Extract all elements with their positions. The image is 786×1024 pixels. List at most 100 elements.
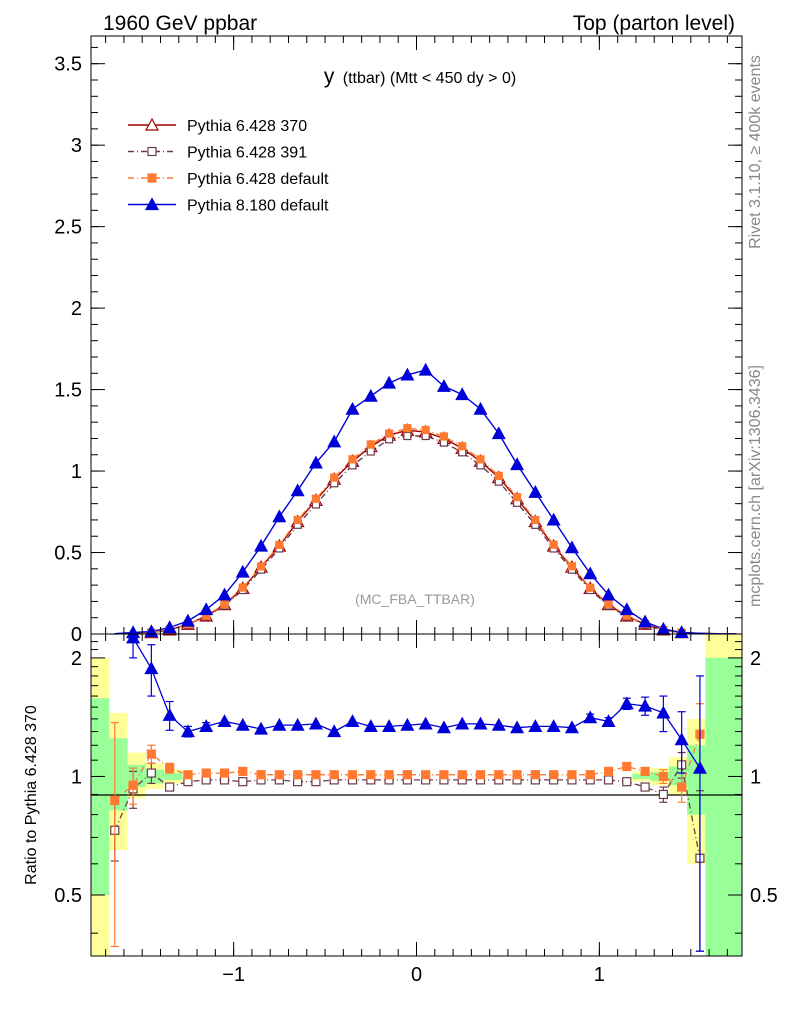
- ratio-2-point: [418, 716, 433, 730]
- plot-title-rest: (ttbar) (Mtt < 450 dy > 0): [343, 70, 516, 87]
- legend-marker-0: [144, 117, 160, 131]
- ratio-1-point: [274, 770, 284, 780]
- main-y-tick-label: 1.5: [54, 380, 82, 402]
- ratio-line-1: [114, 733, 701, 801]
- ratio-1-point: [512, 770, 522, 780]
- series-3-point: [546, 512, 561, 526]
- plot-watermark: (MC_FBA_TTBAR): [355, 591, 475, 607]
- series-3-point: [400, 367, 415, 381]
- legend-marker-1: [147, 146, 157, 157]
- legend-label-3: Pythia 8.180 default: [187, 198, 329, 215]
- series-3-point: [583, 566, 598, 580]
- ratio-1-point: [293, 770, 303, 780]
- ratio-2-point: [656, 705, 671, 719]
- ratio-1-point: [219, 768, 230, 778]
- ratio-0-point: [603, 775, 614, 785]
- plot-title: y (ttbar) (Mtt < 450 dy > 0): [324, 65, 516, 88]
- ratio-series: [110, 634, 707, 952]
- ratio-2-point: [272, 717, 287, 731]
- series-2-point: [586, 583, 595, 592]
- ratio-1-point: [640, 766, 650, 776]
- ratio-1-point: [439, 770, 449, 780]
- ratio-1-point: [128, 780, 138, 790]
- legend-label-2: Pythia 6.428 default: [187, 171, 329, 188]
- ratio-2-point: [327, 724, 342, 738]
- ratio-line-0: [114, 763, 701, 859]
- ratio-1-point: [585, 770, 595, 780]
- legend-label-0: Pythia 6.428 370: [187, 118, 307, 135]
- ratio-0-point: [238, 777, 248, 787]
- series-2-point: [384, 429, 394, 438]
- main-y-tick-label: 2.5: [54, 217, 82, 239]
- series-3-point: [455, 387, 470, 401]
- ratio-1-point: [677, 782, 687, 792]
- series-3-point: [619, 602, 634, 616]
- ratio-band-green: [705, 657, 742, 956]
- ratio-x-tick-label: 0: [411, 964, 422, 986]
- series-3-point: [199, 602, 214, 616]
- ratio-2-point: [199, 719, 214, 732]
- series-2-point: [567, 562, 577, 571]
- ratio-1-point: [530, 770, 540, 780]
- series-2-point: [604, 599, 613, 608]
- ratio-1-point: [603, 766, 614, 776]
- series-3-point: [473, 401, 488, 415]
- mcplots-credit-label: mcplots.cern.ch [arXiv:1306.3436]: [747, 365, 764, 607]
- main-y-tick-label: 3.5: [54, 54, 82, 76]
- ratio-1-point: [384, 770, 394, 780]
- series-3-point: [235, 564, 250, 578]
- ratio-series-clipped: [110, 634, 707, 952]
- ratio-2-point: [491, 717, 506, 731]
- legend-label-1: Pythia 6.428 391: [187, 145, 307, 162]
- ratio-1-point: [183, 770, 193, 780]
- ratio-0-point: [640, 782, 650, 792]
- ratio-1-point: [549, 770, 559, 780]
- main-axes: 0.5 1 1.5 2 2.5 3 3.5 0: [54, 36, 742, 646]
- ratio-2-point: [345, 714, 360, 727]
- ratio-0-point: [165, 782, 175, 792]
- ratio-y-tick-label-right: 2: [750, 648, 761, 670]
- ratio-2-point: [162, 708, 177, 721]
- main-y-tick-label: 3: [71, 135, 82, 157]
- ratio-2-point: [601, 714, 616, 727]
- main-y-tick-label: 2: [71, 298, 82, 320]
- series-3-point: [436, 379, 451, 392]
- ratio-y-tick-label-right: 1: [750, 766, 761, 788]
- ratio-0-point: [622, 777, 632, 787]
- ratio-y-tick-label: 1: [71, 766, 82, 788]
- ratio-1-point: [311, 770, 321, 780]
- ratio-2-point: [144, 661, 159, 675]
- ratio-2-point: [400, 717, 415, 731]
- series-3-point: [254, 538, 269, 552]
- series-2-point: [439, 432, 449, 441]
- ratio-band-green: [109, 738, 128, 811]
- legend-marker-2: [147, 173, 157, 183]
- series-3-point: [327, 434, 342, 448]
- series-3-point: [382, 375, 397, 389]
- ratio-2-point: [473, 716, 488, 730]
- series-3-point: [510, 457, 525, 471]
- ratio-1-point: [347, 770, 358, 780]
- ratio-0-point: [658, 789, 668, 800]
- series-2-point: [549, 540, 558, 549]
- series-2-point: [476, 455, 485, 464]
- ratio-y-tick-label: 2: [71, 648, 82, 670]
- main-plot-panel: (MC_FBA_TTBAR) y (ttbar) (Mtt < 450 dy >…: [54, 35, 743, 646]
- ratio-2-point: [638, 698, 653, 712]
- series-2-point: [458, 442, 467, 451]
- series-3-point: [272, 509, 287, 523]
- series-3-point: [363, 388, 378, 402]
- ratio-band-green: [164, 773, 183, 780]
- main-y-tick-label: 0.5: [54, 543, 82, 565]
- series-2-point: [238, 583, 247, 592]
- ratio-1-point: [110, 795, 120, 805]
- ratio-2-point: [308, 716, 323, 730]
- series-2-point: [256, 562, 266, 571]
- ratio-1-point: [475, 770, 486, 780]
- ratio-2-point: [235, 717, 250, 731]
- ratio-2-point: [290, 717, 305, 731]
- ratio-1-point: [238, 766, 248, 776]
- rivet-version-label: Rivet 3.1.10, ≥ 400k events: [747, 55, 764, 249]
- ratio-1-point: [165, 763, 175, 773]
- ratio-1-point: [366, 770, 376, 780]
